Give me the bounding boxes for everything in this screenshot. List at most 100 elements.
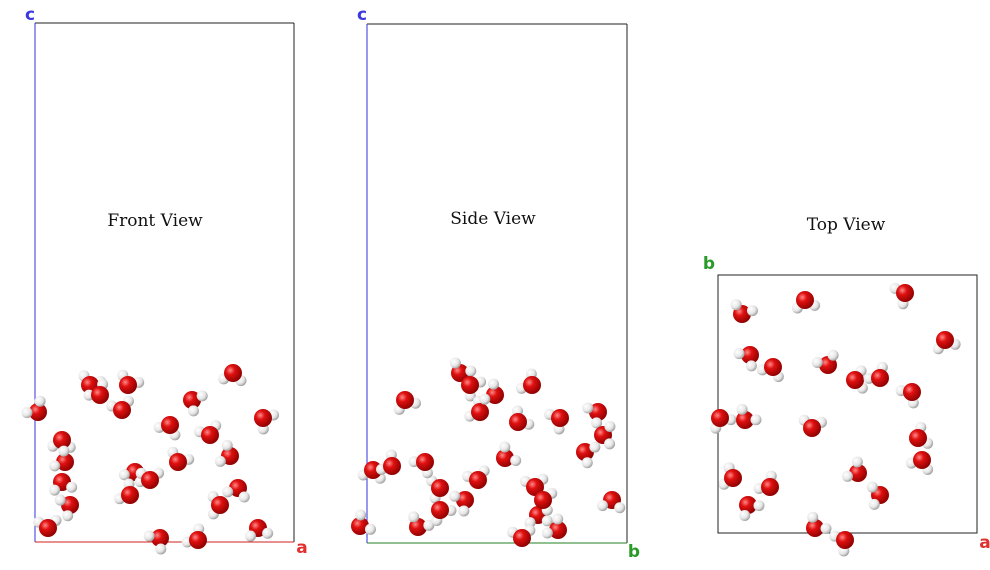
hydrogen-atom (867, 482, 878, 493)
hydrogen-atom (58, 446, 69, 457)
oxygen-atom (896, 284, 914, 302)
hydrogen-atom (144, 531, 155, 542)
hydrogen-atom (35, 396, 46, 407)
oxygen-atom (764, 358, 782, 376)
oxygen-atom (724, 469, 742, 487)
water-molecule (194, 420, 221, 444)
hydrogen-atom (731, 299, 742, 310)
hydrogen-atom (597, 500, 608, 511)
water-molecule (507, 525, 535, 547)
oxygen-atom (846, 371, 864, 389)
structure-views: Front View c a Side View c b Top View b … (0, 0, 990, 570)
hydrogen-atom (542, 527, 553, 538)
hydrogen-atom (828, 350, 839, 361)
oxygen-atom (469, 471, 487, 489)
top-view: Top View b a (703, 215, 990, 556)
water-molecule (736, 404, 761, 429)
water-molecule (812, 350, 839, 374)
water-molecule (909, 422, 933, 449)
oxygen-atom (551, 409, 569, 427)
water-molecule (462, 465, 489, 489)
oxygen-atom (509, 413, 527, 431)
water-molecule (215, 440, 239, 467)
oxygen-atom (119, 376, 137, 394)
oxygen-atom (936, 331, 954, 349)
hydrogen-atom (737, 404, 748, 415)
water-molecule (351, 510, 376, 535)
oxygen-atom (909, 429, 927, 447)
water-molecule (890, 283, 914, 309)
oxygen-atom (796, 291, 814, 309)
hydrogen-atom (66, 482, 77, 493)
oxygen-atom (711, 409, 729, 427)
hydrogen-atom (239, 492, 250, 503)
water-molecule (49, 473, 77, 496)
water-molecule (718, 462, 742, 490)
water-molecule (408, 511, 434, 536)
water-molecule (576, 442, 600, 469)
water-molecule (509, 406, 534, 431)
hydrogen-atom (197, 390, 208, 401)
hydrogen-atom (604, 421, 615, 432)
water-molecule (906, 451, 933, 475)
molecules (710, 283, 960, 557)
hydrogen-atom (155, 543, 166, 554)
water-molecule (394, 391, 421, 415)
oxygen-atom (113, 401, 131, 419)
water-molecule (792, 291, 820, 313)
oxygen-atom (461, 376, 479, 394)
water-molecule (245, 519, 273, 542)
view-title: Side View (450, 209, 536, 229)
hydrogen-atom (49, 460, 60, 471)
oxygen-atom (913, 451, 931, 469)
water-molecule (754, 471, 779, 496)
hydrogen-atom (262, 528, 273, 539)
axis-label: b (703, 254, 715, 274)
water-molecule (409, 453, 434, 478)
oxygen-atom (871, 369, 889, 387)
axis-label: c (25, 5, 35, 25)
hydrogen-atom (465, 365, 476, 376)
oxygen-atom (91, 386, 109, 404)
hydrogen-atom (589, 442, 600, 453)
hydrogen-atom (746, 360, 757, 371)
oxygen-atom (431, 479, 449, 497)
hydrogen-atom (750, 414, 761, 425)
oxygen-atom (383, 457, 401, 475)
hydrogen-atom (488, 379, 499, 390)
oxygen-atom (803, 419, 821, 437)
axis-label: c (357, 5, 367, 25)
water-molecule (864, 362, 889, 387)
oxygen-atom (161, 416, 179, 434)
water-molecule (516, 369, 541, 394)
hydrogen-atom (510, 455, 521, 466)
oxygen-atom (224, 364, 242, 382)
oxygen-atom (141, 471, 159, 489)
oxygen-atom (211, 496, 229, 514)
oxygen-atom (431, 501, 449, 519)
hydrogen-atom (820, 523, 831, 534)
hydrogen-atom (355, 510, 366, 521)
water-molecule (739, 496, 764, 521)
water-molecule (806, 512, 831, 537)
water-molecule (254, 409, 279, 434)
water-molecule (731, 299, 758, 323)
hydrogen-atom (747, 305, 758, 316)
oxygen-atom (523, 376, 541, 394)
front-view: Front View c a (22, 5, 308, 558)
oxygen-atom (39, 519, 57, 537)
molecules (22, 364, 280, 554)
side-view: Side View c b (351, 5, 640, 562)
water-molecule (867, 482, 889, 510)
hydrogen-atom (449, 491, 460, 502)
hydrogen-atom (215, 456, 226, 467)
water-molecule (734, 346, 759, 371)
hydrogen-atom (582, 457, 593, 468)
oxygen-atom (169, 453, 187, 471)
hydrogen-atom (869, 499, 880, 510)
water-molecule (376, 450, 401, 475)
oxygen-atom (513, 529, 531, 547)
view-title: Top View (807, 215, 886, 235)
hydrogen-atom (739, 510, 750, 521)
water-molecule (183, 390, 208, 416)
